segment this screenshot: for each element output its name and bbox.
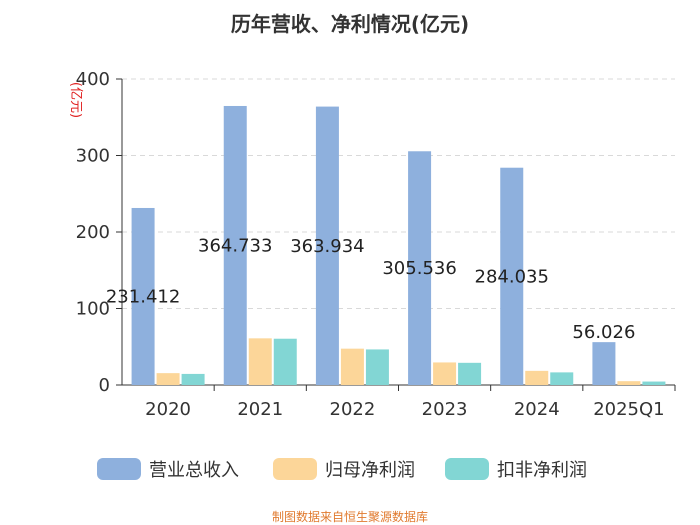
bar-2-2020 [181, 373, 205, 385]
bar-0-2021 [223, 105, 247, 386]
legend-swatch-0 [97, 458, 141, 480]
bar-0-2020 [131, 207, 155, 385]
bar-2-2021 [273, 338, 297, 385]
x-tick-label: 2023 [422, 399, 468, 420]
x-tick-label: 2020 [145, 399, 191, 420]
data-label-2020: 231.412 [106, 286, 180, 307]
y-tick-label: 300 [76, 146, 110, 167]
bar-2-2024 [550, 372, 574, 385]
bar-2-2023 [458, 362, 482, 385]
bar-1-2024 [525, 370, 549, 385]
data-label-2025Q1: 56.026 [572, 322, 635, 343]
bar-0-2022 [315, 106, 339, 386]
legend-label-2: 扣非净利润 [497, 460, 587, 481]
y-tick-label: 100 [76, 299, 110, 320]
legend-label-0: 营业总收入 [149, 460, 239, 481]
bar-2-2022 [365, 349, 389, 385]
bar-1-2021 [248, 338, 272, 385]
bar-1-2020 [156, 373, 180, 385]
x-tick-label: 2022 [330, 399, 376, 420]
legend-swatch-2 [445, 458, 489, 480]
legend-swatch-1 [273, 458, 317, 480]
y-axis-unit-label: (亿元) [68, 82, 83, 118]
bar-1-2025Q1 [617, 381, 641, 385]
data-label-2024: 284.035 [475, 266, 549, 287]
x-tick-label: 2024 [514, 399, 560, 420]
source-footer: 制图数据来自恒生聚源数据库 [271, 510, 428, 524]
bar-1-2023 [433, 362, 457, 385]
data-labels: 231.412 364.733 363.934 305.536 284.035 56.02… [106, 235, 636, 343]
x-tick-label: 2025Q1 [593, 399, 664, 420]
chart-title: 历年营收、净利情况(亿元) [230, 12, 470, 36]
grid-lines [122, 78, 675, 309]
y-tick-label: 0 [99, 375, 110, 396]
bar-0-2023 [408, 151, 432, 385]
data-label-2021: 364.733 [198, 235, 272, 256]
axes: 0 100 200 300 400(亿元) 2020 2021 2022 2023 2024 202… [68, 69, 676, 420]
x-tick-label: 2021 [237, 399, 283, 420]
y-tick-label: 200 [76, 222, 110, 243]
legend-label-1: 归母净利润 [325, 460, 415, 481]
bar-0-2025Q1 [592, 342, 616, 385]
data-label-2023: 305.536 [382, 258, 456, 279]
data-label-2022: 363.934 [290, 236, 364, 257]
bar-2-2025Q1 [642, 381, 666, 385]
bar-1-2022 [340, 348, 364, 385]
legend: 营业总收入 归母净利润 扣非净利润 [97, 458, 587, 481]
y-tick-label: 400 [76, 69, 110, 90]
bars [131, 105, 666, 386]
bar-0-2024 [500, 167, 524, 385]
